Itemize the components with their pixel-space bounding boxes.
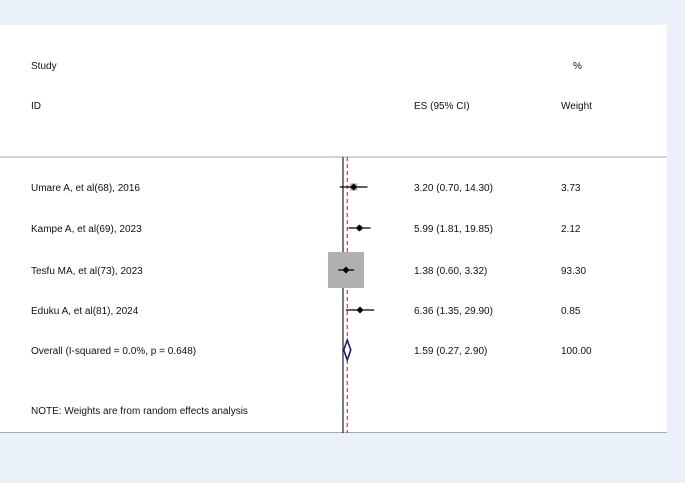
study-weight-text: 3.73 — [561, 183, 581, 194]
study-weight-text: 2.12 — [561, 224, 581, 235]
study-ci-text: 1.38 (0.60, 3.32) — [414, 266, 487, 277]
study-row: Umare A, et al(68), 2016 3.20 (0.70, 14.3… — [31, 183, 581, 194]
study-ci-text: 5.99 (1.81, 19.85) — [414, 224, 493, 235]
point-estimate — [350, 183, 358, 191]
forest-plot: Study ID ES (95% CI) % Weight NOTE: Weig… — [0, 61, 667, 433]
study-label: Eduku A, et al(81), 2024 — [31, 306, 139, 317]
study-row: Tesfu MA, et al(73), 2023 1.38 (0.60, 3.3… — [31, 252, 586, 288]
header-weight: Weight — [561, 101, 592, 112]
overall-label: Overall (I-squared = 0.0%, p = 0.648) — [31, 346, 196, 357]
point-estimate — [356, 306, 364, 314]
header-weight-pct: % — [573, 61, 582, 72]
overall-weight-text: 100.00 — [561, 346, 592, 357]
header-id: ID — [31, 101, 41, 112]
study-weight-text: 0.85 — [561, 306, 581, 317]
weights-note: NOTE: Weights are from random effects an… — [31, 406, 248, 417]
study-row: Eduku A, et al(81), 2024 6.36 (1.35, 29.9… — [31, 306, 581, 317]
study-ci-text: 6.36 (1.35, 29.90) — [414, 306, 493, 317]
point-estimate — [342, 266, 350, 274]
overall-diamond — [342, 337, 352, 363]
overall-row: Overall (I-squared = 0.0%, p = 0.648) 1.5… — [31, 337, 592, 363]
overall-ci-text: 1.59 (0.27, 2.90) — [414, 346, 487, 357]
header-study: Study — [31, 61, 57, 72]
header-es: ES (95% CI) — [414, 101, 470, 112]
study-rows: Umare A, et al(68), 2016 3.20 (0.70, 14.3… — [31, 183, 592, 363]
study-label: Tesfu MA, et al(73), 2023 — [31, 266, 143, 277]
point-estimate — [355, 224, 363, 232]
study-row: Kampe A, et al(69), 2023 5.99 (1.81, 19.8… — [31, 224, 581, 235]
forest-plot-panel: Study ID ES (95% CI) % Weight NOTE: Weig… — [0, 25, 667, 433]
study-weight-text: 93.30 — [561, 266, 586, 277]
study-ci-text: 3.20 (0.70, 14.30) — [414, 183, 493, 194]
study-label: Kampe A, et al(69), 2023 — [31, 224, 142, 235]
study-label: Umare A, et al(68), 2016 — [31, 183, 140, 194]
